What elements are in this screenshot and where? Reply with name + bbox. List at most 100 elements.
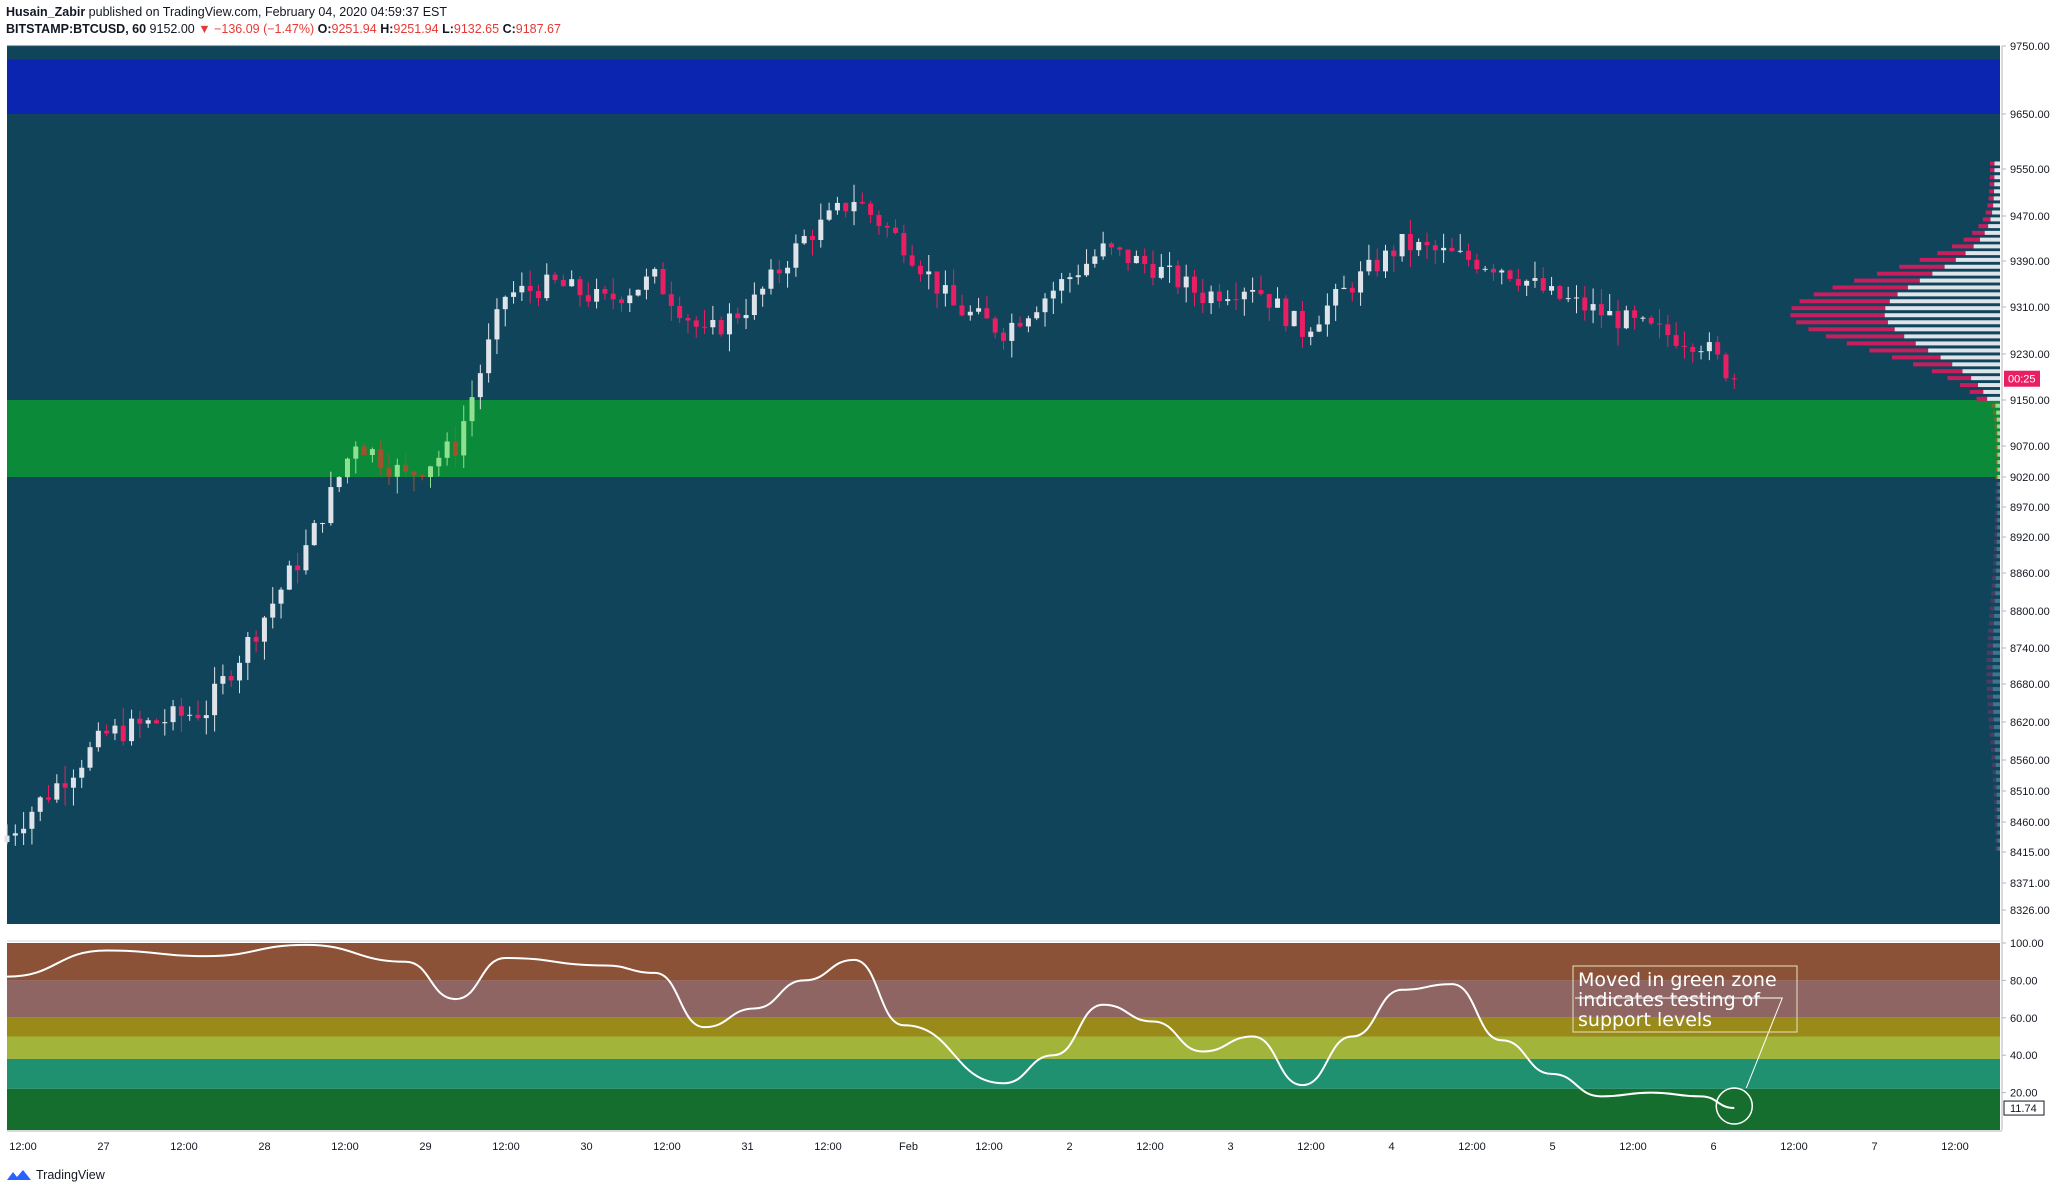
osc-y-tick-label: 80.00 [2010,975,2038,987]
candle-body [253,637,259,642]
volume-profile-bar [1994,182,2000,187]
volume-profile-bar [1983,389,2000,394]
candle-body [1275,298,1281,308]
volume-profile-bar [1994,613,2000,618]
volume-profile-bar [1995,838,1998,843]
volume-profile-bar [1989,606,1995,611]
time-axis-band [0,1131,2060,1155]
candle-body [793,243,799,268]
volume-profile-bar [1813,292,1898,297]
y-tick-label: 8371.00 [2010,878,2050,890]
y-tick-label: 8326.00 [2010,905,2050,917]
candle-body [951,285,957,306]
low-label: L: [442,22,454,36]
volume-profile-bar [1928,348,2000,353]
candle-body [1050,290,1056,299]
candle-body [1715,342,1721,355]
volume-profile-bar [1994,168,2000,173]
candle-body [718,320,724,335]
footer-brand[interactable]: TradingView [6,1168,105,1182]
volume-profile-bar [1996,777,2000,782]
high-label: H: [380,22,394,36]
volume-profile-bar [1979,237,2000,242]
candle-body [12,833,18,836]
volume-profile-bar [1854,278,1920,283]
x-tick-label: 12:00 [1458,1141,1486,1153]
candle-body [1648,317,1654,324]
candle-body [1258,289,1264,295]
volume-profile-bar [1990,747,1996,752]
candle-body [1407,234,1413,251]
candle-body [270,603,276,618]
candle-body [726,313,732,335]
candle-body [901,233,907,256]
volume-profile-bar [1796,320,1888,325]
candle-body [1333,289,1339,306]
volume-profile-bar [1986,658,1993,662]
volume-profile-bar [1993,777,1997,782]
candle-body [992,318,998,333]
candle-body [1432,245,1438,251]
volume-profile-bar [1919,278,2000,283]
candle-body [436,457,442,467]
candle-body [610,293,616,300]
volume-profile-bar [1995,445,1998,450]
candle-body [1216,291,1222,302]
candle-body [386,468,392,477]
x-tick-label: 12:00 [9,1141,37,1153]
ohlc-line: BITSTAMP:BTCUSD, 60 9152.00 ▼ −136.09 (−… [6,21,561,38]
volume-profile-bar [1986,665,1993,670]
volume-profile-bar [1992,672,2000,677]
candle-body [1241,291,1247,300]
candle-body [751,294,757,316]
volume-profile-bar [1992,665,2000,670]
candle-body [1158,266,1164,278]
volume-profile-bar [1989,189,1995,194]
candle-body [1499,270,1505,273]
candle-body [378,449,384,469]
candle-body [153,720,159,724]
x-tick-label: 5 [1549,1141,1555,1153]
y-tick-label: 8560.00 [2010,755,2050,767]
volume-profile-bar [1960,383,1979,388]
x-tick-label: 12:00 [492,1141,520,1153]
y-tick-label: 8460.00 [2010,817,2050,829]
x-tick-label: 7 [1871,1141,1877,1153]
author-name[interactable]: Husain_Zabir [6,5,86,19]
candle-body [212,683,218,716]
y-tick-label: 9390.00 [2010,256,2050,268]
annotation-box [1572,965,1798,1033]
candle-body [668,294,674,306]
candle-body [685,318,691,321]
volume-profile-bar [1993,636,2000,641]
x-tick-label: 12:00 [1619,1141,1647,1153]
price-change: −136.09 (−1.47%) [214,22,315,36]
candle-body [1358,271,1364,293]
candle-body [1374,259,1380,272]
osc-current-value-tag [2003,1100,2045,1116]
annotation-leader-line [1575,997,1784,1089]
volume-profile-bar [1995,576,2000,581]
volume-profile-bar [1987,702,1994,707]
candle-body [776,269,782,274]
volume-profile-bar [1997,822,2000,827]
volume-profile-bar [1997,431,2000,436]
candle-body [1557,286,1563,299]
candle-body [577,279,583,296]
open-value: 9251.94 [331,22,377,36]
y-tick-label: 9550.00 [2010,164,2050,176]
last-price: 9152.00 [149,22,195,36]
candle-body [1598,304,1604,316]
candle-body [560,279,566,287]
candle-body [652,269,658,277]
volume-profile-bar [1790,313,1885,318]
x-tick-label: 6 [1710,1141,1716,1153]
candle-body [461,421,467,456]
candle-body [1233,299,1239,301]
volume-profile-bar [1989,182,1995,187]
symbol-label[interactable]: BITSTAMP:BTCUSD, 60 [6,22,147,36]
candle-body [428,466,434,478]
candle-body [1690,346,1696,352]
candle-body [1607,310,1613,316]
